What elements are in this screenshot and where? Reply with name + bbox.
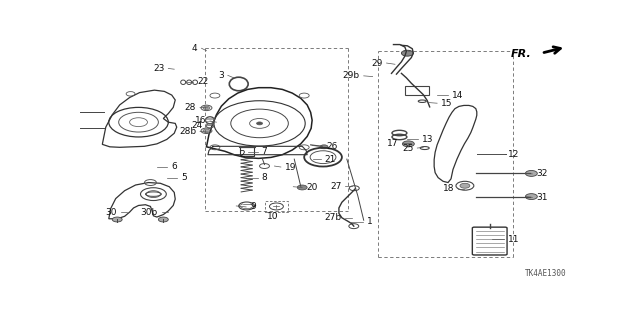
- Circle shape: [525, 194, 538, 200]
- Text: 25: 25: [402, 144, 413, 153]
- Text: 13: 13: [422, 135, 434, 144]
- Text: 4: 4: [192, 44, 198, 53]
- Text: 22: 22: [197, 77, 208, 86]
- Text: 32: 32: [536, 169, 548, 179]
- Circle shape: [112, 217, 122, 222]
- Text: FR.: FR.: [511, 49, 531, 60]
- Text: 8: 8: [262, 173, 268, 182]
- Text: 18: 18: [442, 184, 454, 193]
- Text: 20: 20: [306, 183, 317, 192]
- Text: 17: 17: [387, 139, 399, 148]
- Text: 1: 1: [367, 218, 372, 227]
- Text: 12: 12: [508, 150, 520, 159]
- Text: 30b: 30b: [141, 208, 158, 217]
- Circle shape: [401, 50, 413, 56]
- Circle shape: [257, 122, 262, 125]
- Text: 7: 7: [262, 147, 268, 156]
- Text: 27: 27: [330, 182, 341, 191]
- Text: 11: 11: [508, 235, 520, 244]
- Text: 23: 23: [153, 64, 164, 73]
- Text: 29b: 29b: [342, 71, 360, 80]
- Circle shape: [403, 141, 414, 147]
- Circle shape: [525, 171, 538, 176]
- Circle shape: [203, 106, 210, 110]
- Text: 26: 26: [326, 142, 337, 151]
- Circle shape: [158, 217, 168, 222]
- Text: 28: 28: [185, 103, 196, 112]
- Text: 28b: 28b: [179, 127, 196, 136]
- Text: 6: 6: [172, 162, 177, 171]
- Text: 21: 21: [324, 155, 336, 164]
- Text: 10: 10: [267, 212, 278, 221]
- Circle shape: [460, 183, 470, 188]
- Bar: [240, 147, 253, 156]
- Circle shape: [320, 145, 328, 149]
- Text: 2: 2: [239, 150, 244, 159]
- Text: 31: 31: [536, 193, 548, 202]
- Text: 5: 5: [181, 173, 187, 182]
- Bar: [264, 201, 288, 212]
- Text: 30: 30: [105, 208, 116, 217]
- Text: 15: 15: [441, 99, 452, 108]
- Text: TK4AE1300: TK4AE1300: [524, 269, 566, 278]
- Text: 14: 14: [452, 91, 463, 100]
- Circle shape: [203, 129, 210, 132]
- Circle shape: [297, 185, 307, 190]
- Text: 3: 3: [218, 71, 224, 80]
- Text: 24: 24: [191, 121, 202, 130]
- Text: 19: 19: [285, 163, 296, 172]
- Text: 27b: 27b: [324, 213, 341, 222]
- Bar: [405, 86, 429, 95]
- Text: 9: 9: [250, 203, 256, 212]
- Text: 29: 29: [371, 59, 383, 68]
- Text: 16: 16: [195, 116, 206, 125]
